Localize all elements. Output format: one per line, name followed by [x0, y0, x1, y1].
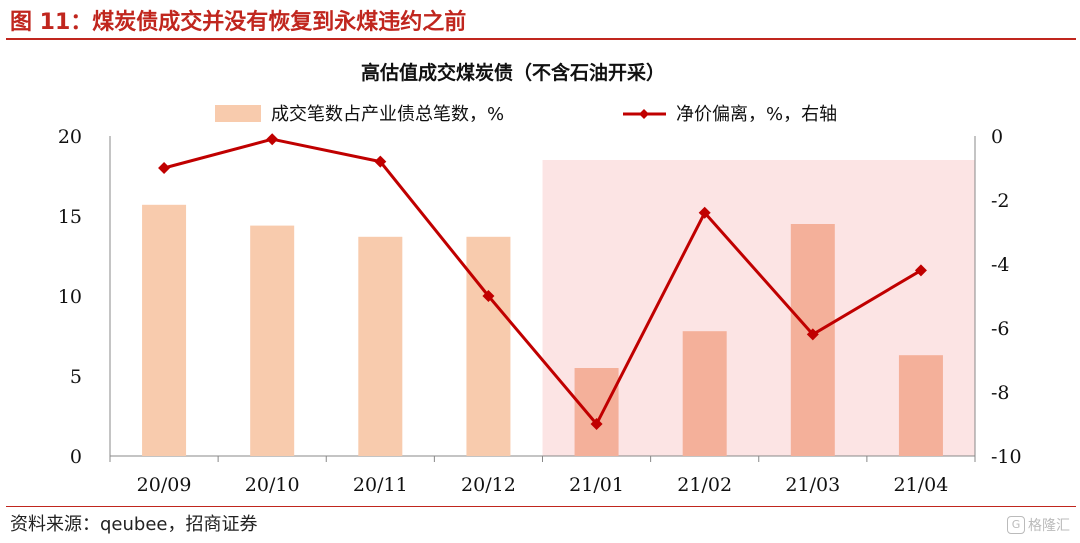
x-tick-label: 21/02 [677, 474, 732, 496]
bar-20/12 [466, 236, 511, 456]
right-tick-label: -8 [991, 382, 1010, 404]
left-tick-label: 10 [58, 286, 82, 308]
left-tick-label: 0 [70, 446, 82, 468]
bar-20/11 [358, 236, 403, 456]
right-tick-label: -2 [991, 190, 1010, 212]
legend-bar-label: 成交笔数占产业债总笔数，% [271, 104, 504, 125]
bar-21/02 [682, 331, 727, 456]
legend-bar-swatch [215, 105, 261, 122]
right-tick-label: -6 [991, 318, 1010, 340]
bar-20/10 [250, 225, 295, 456]
line-point-21/02 [698, 206, 711, 219]
line-point-20/10 [266, 133, 279, 146]
left-tick-label: 15 [58, 206, 82, 228]
right-tick-label: -10 [991, 446, 1022, 468]
line-point-20/12 [482, 290, 495, 302]
x-tick-label: 21/04 [894, 474, 949, 496]
legend-line-marker [639, 109, 649, 119]
line-series [158, 133, 927, 430]
line-point-21/04 [914, 264, 927, 277]
tick-labels: 0 5 10 15 20 0 -2 -4 -6 -8 -10 20/09 20/10 20/11 20/12… [58, 126, 1022, 496]
watermark-text: 格隆汇 [1028, 518, 1070, 534]
footer-divider [6, 506, 1076, 507]
source-note: 资料来源：qeubee，招商证券 [10, 514, 258, 535]
x-tick-label: 20/10 [245, 474, 300, 496]
x-tick-label: 21/03 [785, 474, 840, 496]
line-point-21/01 [590, 418, 603, 430]
right-tick-label: -4 [991, 254, 1010, 276]
x-tick-label: 20/09 [137, 474, 192, 496]
left-tick-label: 20 [58, 126, 82, 148]
x-tick-label: 21/01 [569, 474, 624, 496]
bar-20/09 [142, 204, 187, 456]
line-point-21/03 [806, 328, 819, 341]
line-point-20/09 [158, 162, 171, 174]
line-point-20/11 [374, 155, 387, 168]
bar-21/01 [574, 368, 619, 456]
right-tick-label: 0 [991, 126, 1003, 148]
legend: 成交笔数占产业债总笔数，% 净价偏离，%，右轴 [215, 104, 837, 125]
x-tick-label: 20/12 [461, 474, 516, 496]
legend-line-label: 净价偏离，%，右轴 [676, 104, 837, 125]
watermark-logo-icon: G [1007, 516, 1025, 534]
line-path [163, 137, 922, 426]
bar-21/04 [898, 355, 943, 456]
left-tick-label: 5 [70, 366, 82, 388]
chart-title: 高估值成交煤炭债（不含石油开采） [361, 61, 665, 84]
figure-title: 图 11：煤炭债成交并没有恢复到永煤违约之前 [10, 10, 467, 35]
title-divider [6, 38, 1076, 40]
watermark: G 格隆汇 [1007, 515, 1070, 535]
chart: 0 5 10 15 20 0 -2 -4 -6 -8 -10 20/09 20/10 20/11 20/12… [58, 61, 1022, 496]
x-tick-label: 20/11 [353, 474, 408, 496]
